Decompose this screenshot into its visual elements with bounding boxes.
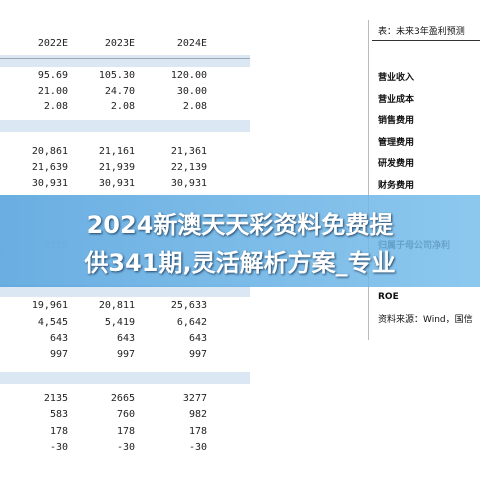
table-cell: 30,931 [31, 178, 68, 189]
table-cell: 178 [49, 426, 68, 437]
table-cell: 30,931 [98, 178, 135, 189]
table-cell: 21,161 [98, 146, 135, 157]
table-cell: 5,419 [104, 317, 135, 328]
table-cell: 178 [188, 426, 207, 437]
banner: 2024新澳天天彩资料免费提 供341期,灵活解析方案_专业 [0, 195, 480, 287]
table-cell: 643 [116, 333, 135, 344]
table-cell: 20,861 [31, 146, 68, 157]
banner-line: 2024新澳天天彩资料免费提 [86, 211, 394, 239]
column-header: 2024E [176, 38, 207, 49]
row-band [0, 372, 250, 384]
table-cell: 643 [188, 333, 207, 344]
table-cell: 30.00 [176, 86, 207, 97]
table-cell: 4,545 [37, 317, 68, 328]
column-header: 2023E [104, 38, 135, 49]
table-cell: 6,642 [176, 317, 207, 328]
table-cell: 24.70 [104, 86, 135, 97]
table-cell: 178 [116, 426, 135, 437]
table-cell: 20,811 [98, 300, 135, 311]
column-header: 2022E [37, 38, 68, 49]
table-cell: 997 [49, 349, 68, 360]
table-cell: 2.08 [110, 101, 135, 112]
table-cell: 120.00 [170, 70, 207, 81]
row-label: 销售费用 [378, 116, 415, 126]
table-cell: 583 [49, 409, 68, 420]
table-cell: 3277 [182, 393, 207, 404]
table-cell: 2135 [43, 393, 68, 404]
table-cell: 25,633 [170, 300, 207, 311]
row-label: 营业成本 [378, 95, 415, 105]
table-cell: 22,139 [170, 162, 207, 173]
table-cell: -30 [49, 442, 68, 453]
table-cell: 2.08 [182, 101, 207, 112]
row-label: 财务费用 [378, 181, 415, 191]
side-rule [372, 40, 480, 41]
table-cell: 2.08 [43, 101, 68, 112]
row-label: ROE [378, 292, 399, 302]
row-band [0, 120, 250, 132]
table-cell: 95.69 [37, 70, 68, 81]
side-title: 表：未来3年盈利预测 [378, 27, 465, 37]
table-cell: 21.00 [37, 86, 68, 97]
table-cell: 982 [188, 409, 207, 420]
row-label: 营业收入 [378, 73, 415, 83]
table-cell: 21,639 [31, 162, 68, 173]
banner-line: 供341期,灵活解析方案_专业 [84, 249, 396, 277]
table-cell: 105.30 [98, 70, 135, 81]
table-cell: 643 [49, 333, 68, 344]
side-source: 资料来源：Wind，国信 [378, 315, 473, 325]
table-cell: -30 [116, 442, 135, 453]
table-cell: 2665 [110, 393, 135, 404]
row-label: 管理费用 [378, 138, 415, 148]
table-cell: 997 [188, 349, 207, 360]
table-cell: 19,961 [31, 300, 68, 311]
table-cell: -30 [188, 442, 207, 453]
header-rule [0, 58, 250, 59]
table-cell: 21,361 [170, 146, 207, 157]
row-band [0, 55, 250, 67]
table-cell: 760 [116, 409, 135, 420]
table-cell: 21,939 [98, 162, 135, 173]
table-cell: 997 [116, 349, 135, 360]
table-cell: 30,931 [170, 178, 207, 189]
row-band [0, 285, 250, 297]
row-label: 研发费用 [378, 159, 415, 169]
divider [368, 20, 369, 340]
